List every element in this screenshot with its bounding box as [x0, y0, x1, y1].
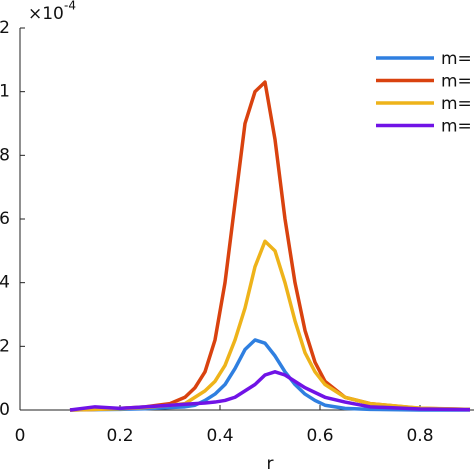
axis-exponent: -4: [64, 0, 76, 13]
x-tick-label: 0.8: [406, 426, 433, 446]
y-tick-label: 0.6: [0, 209, 10, 229]
x-axis-label: r: [267, 454, 274, 474]
legend-label: m=: [441, 117, 472, 137]
y-tick-label: 0.4: [0, 273, 10, 293]
y-tick-label: 0: [0, 400, 10, 420]
x-tick-label: 0.4: [206, 426, 233, 446]
legend-label: m=: [441, 49, 472, 69]
data-line: [69, 239, 471, 412]
axis-multiplier: ×10: [28, 4, 64, 24]
y-tick-label: 1.2: [0, 18, 10, 38]
y-tick-label: 0.2: [0, 336, 10, 356]
legend-label: m=: [441, 72, 472, 92]
legend-label: m=: [441, 94, 472, 114]
data-line: [69, 338, 470, 412]
y-tick-label: 0.8: [0, 145, 10, 165]
x-tick-label: 0.6: [306, 426, 333, 446]
x-tick-label: 0: [15, 426, 26, 446]
data-line: [69, 370, 471, 412]
x-tick-label: 0.2: [106, 426, 133, 446]
y-tick-label: 1: [0, 82, 10, 102]
